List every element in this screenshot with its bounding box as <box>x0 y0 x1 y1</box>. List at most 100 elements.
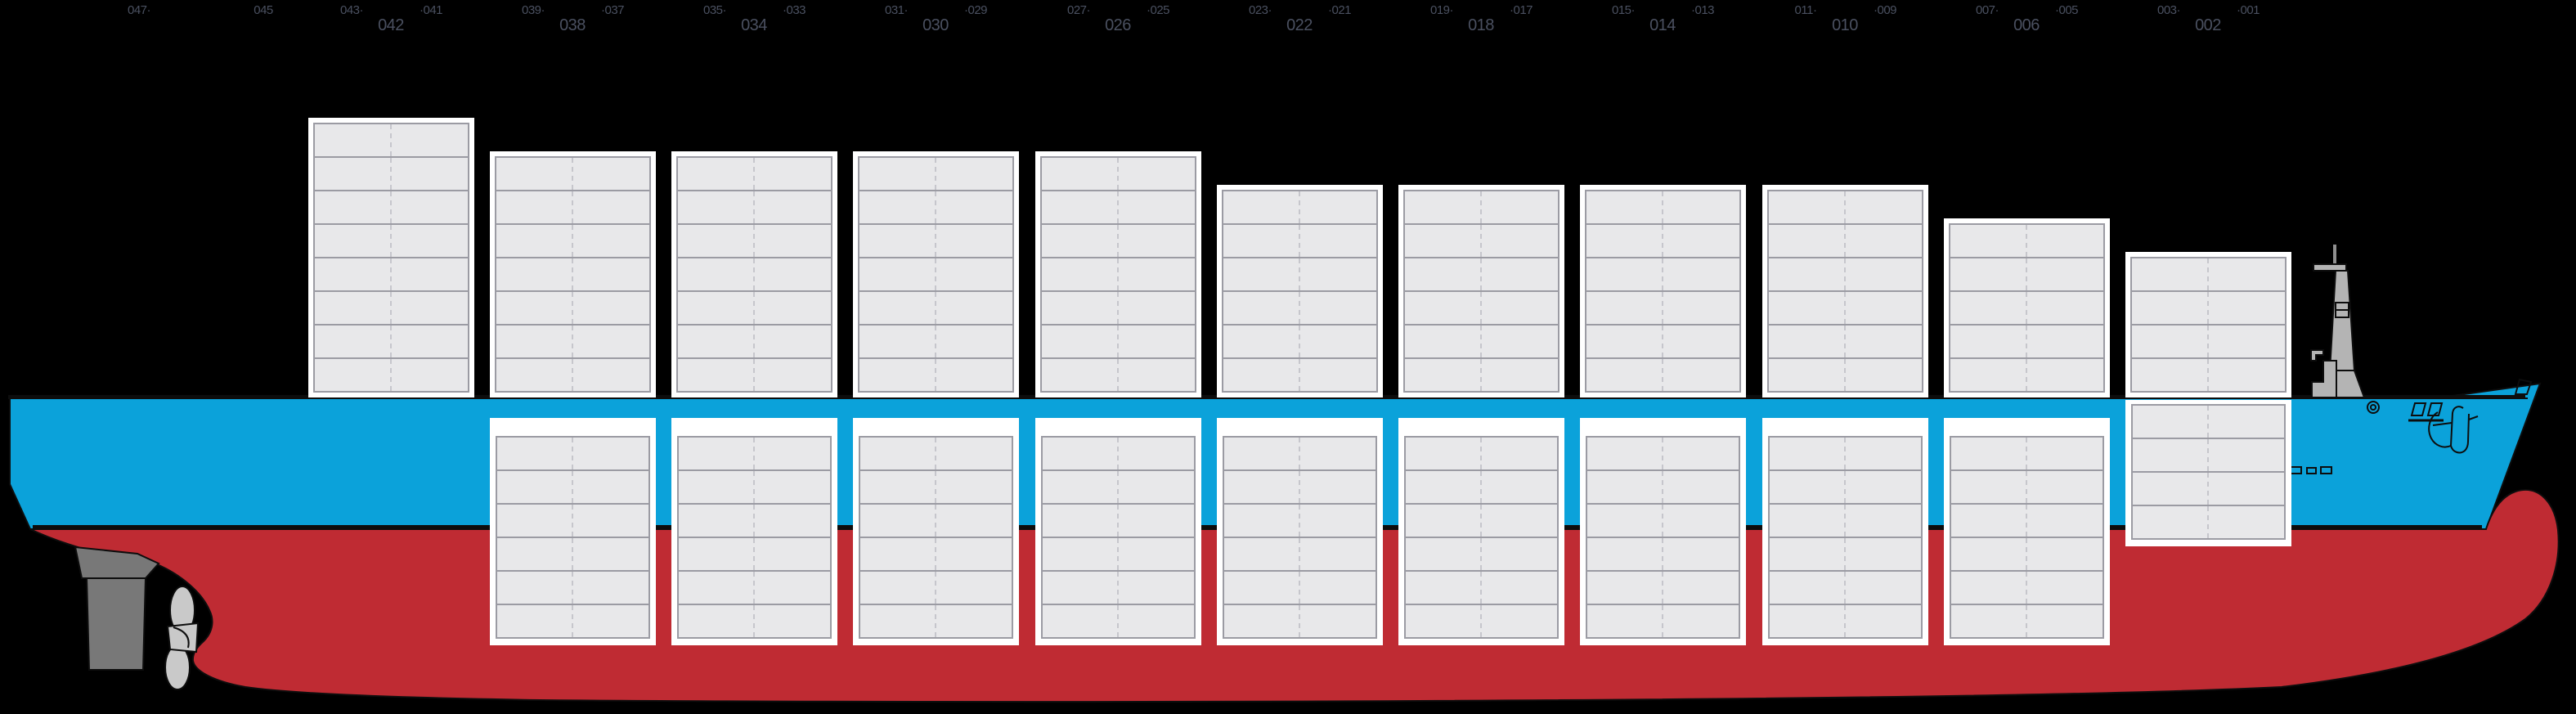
slot-bay-042-above-deck-fore[interactable] <box>390 326 468 357</box>
slot-bay-038-above-deck-aft[interactable] <box>496 258 572 290</box>
slot-bay-026-above-deck-fore[interactable] <box>1117 359 1195 391</box>
slot-bay-002-above-deck-fore[interactable] <box>2207 258 2285 290</box>
slot-bay-034-below-deck-aft[interactable] <box>678 572 753 604</box>
slot-bay-034-below-deck-aft[interactable] <box>678 471 753 503</box>
slot-bay-010-above-deck-aft[interactable] <box>1768 326 1844 357</box>
slot-bay-018-below-deck-fore[interactable] <box>1480 505 1557 537</box>
slot-bay-030-below-deck-fore[interactable] <box>935 471 1012 503</box>
slot-bay-034-below-deck-aft[interactable] <box>678 605 753 637</box>
slot-bay-030-above-deck-fore[interactable] <box>935 292 1012 324</box>
slot-bay-018-below-deck-aft[interactable] <box>1405 471 1480 503</box>
slot-bay-014-below-deck-fore[interactable] <box>1662 438 1739 469</box>
slot-bay-018-below-deck-fore[interactable] <box>1480 471 1557 503</box>
slot-bay-002-below-deck-fore[interactable] <box>2207 473 2284 505</box>
slot-bay-030-above-deck-aft[interactable] <box>859 191 935 223</box>
slot-bay-034-above-deck-aft[interactable] <box>677 258 753 290</box>
slot-bay-030-above-deck-aft[interactable] <box>859 359 935 391</box>
slot-bay-002-above-deck-aft[interactable] <box>2131 258 2207 290</box>
slot-bay-038-above-deck-fore[interactable] <box>572 359 649 391</box>
slot-bay-018-above-deck-aft[interactable] <box>1404 359 1480 391</box>
slot-bay-006-above-deck-aft[interactable] <box>1950 359 2026 391</box>
slot-bay-018-above-deck-fore[interactable] <box>1480 191 1558 223</box>
slot-bay-014-above-deck-aft[interactable] <box>1586 191 1662 223</box>
slot-bay-026-below-deck-aft[interactable] <box>1042 505 1117 537</box>
slot-bay-030-below-deck-aft[interactable] <box>859 471 935 503</box>
slot-bay-022-below-deck-fore[interactable] <box>1299 605 1376 637</box>
slot-bay-014-below-deck-aft[interactable] <box>1586 605 1662 637</box>
slot-bay-038-above-deck-fore[interactable] <box>572 258 649 290</box>
slot-bay-006-below-deck-fore[interactable] <box>2026 605 2103 637</box>
slot-bay-018-above-deck-aft[interactable] <box>1404 292 1480 324</box>
slot-bay-022-above-deck-aft[interactable] <box>1223 359 1299 391</box>
slot-bay-026-below-deck-fore[interactable] <box>1117 605 1194 637</box>
slot-bay-038-above-deck-fore[interactable] <box>572 326 649 357</box>
slot-bay-018-below-deck-aft[interactable] <box>1405 438 1480 469</box>
slot-bay-034-below-deck-fore[interactable] <box>753 605 830 637</box>
slot-bay-038-below-deck-fore[interactable] <box>572 471 648 503</box>
slot-bay-018-above-deck-fore[interactable] <box>1480 258 1558 290</box>
slot-bay-030-above-deck-fore[interactable] <box>935 225 1012 257</box>
slot-bay-018-below-deck-fore[interactable] <box>1480 605 1557 637</box>
slot-bay-030-below-deck-aft[interactable] <box>859 605 935 637</box>
slot-bay-014-above-deck-fore[interactable] <box>1662 292 1739 324</box>
slot-bay-010-above-deck-aft[interactable] <box>1768 225 1844 257</box>
slot-bay-006-above-deck-fore[interactable] <box>2026 326 2103 357</box>
slot-bay-014-below-deck-aft[interactable] <box>1586 438 1662 469</box>
slot-bay-022-above-deck-fore[interactable] <box>1299 359 1376 391</box>
slot-bay-042-above-deck-fore[interactable] <box>390 292 468 324</box>
slot-bay-042-above-deck-aft[interactable] <box>314 191 390 223</box>
slot-bay-026-above-deck-fore[interactable] <box>1117 225 1195 257</box>
slot-bay-018-above-deck-aft[interactable] <box>1404 225 1480 257</box>
slot-bay-038-below-deck-aft[interactable] <box>496 605 572 637</box>
slot-bay-022-above-deck-fore[interactable] <box>1299 292 1376 324</box>
slot-bay-022-above-deck-aft[interactable] <box>1223 326 1299 357</box>
slot-bay-030-above-deck-aft[interactable] <box>859 225 935 257</box>
slot-bay-014-below-deck-aft[interactable] <box>1586 572 1662 604</box>
slot-bay-010-above-deck-aft[interactable] <box>1768 191 1844 223</box>
slot-bay-018-below-deck-aft[interactable] <box>1405 605 1480 637</box>
slot-bay-010-below-deck-fore[interactable] <box>1844 605 1921 637</box>
slot-bay-030-above-deck-fore[interactable] <box>935 258 1012 290</box>
slot-bay-034-above-deck-aft[interactable] <box>677 359 753 391</box>
slot-bay-022-below-deck-fore[interactable] <box>1299 438 1376 469</box>
slot-bay-042-above-deck-aft[interactable] <box>314 158 390 190</box>
slot-bay-038-below-deck-fore[interactable] <box>572 538 648 570</box>
slot-bay-026-above-deck-fore[interactable] <box>1117 292 1195 324</box>
slot-bay-006-below-deck-aft[interactable] <box>1950 572 2026 604</box>
slot-bay-034-below-deck-fore[interactable] <box>753 505 830 537</box>
slot-bay-018-above-deck-aft[interactable] <box>1404 326 1480 357</box>
slot-bay-010-above-deck-fore[interactable] <box>1844 258 1922 290</box>
slot-bay-026-above-deck-fore[interactable] <box>1117 258 1195 290</box>
slot-bay-026-above-deck-aft[interactable] <box>1041 292 1117 324</box>
slot-bay-034-above-deck-aft[interactable] <box>677 158 753 190</box>
slot-bay-010-below-deck-fore[interactable] <box>1844 471 1921 503</box>
slot-bay-014-above-deck-fore[interactable] <box>1662 359 1739 391</box>
slot-bay-034-above-deck-fore[interactable] <box>753 158 831 190</box>
slot-bay-014-below-deck-fore[interactable] <box>1662 505 1739 537</box>
slot-bay-026-above-deck-aft[interactable] <box>1041 225 1117 257</box>
slot-bay-026-below-deck-aft[interactable] <box>1042 471 1117 503</box>
slot-bay-034-above-deck-aft[interactable] <box>677 191 753 223</box>
slot-bay-034-below-deck-fore[interactable] <box>753 572 830 604</box>
slot-bay-014-above-deck-aft[interactable] <box>1586 258 1662 290</box>
slot-bay-018-above-deck-fore[interactable] <box>1480 359 1558 391</box>
slot-bay-010-above-deck-fore[interactable] <box>1844 326 1922 357</box>
slot-bay-042-above-deck-aft[interactable] <box>314 292 390 324</box>
slot-bay-026-below-deck-aft[interactable] <box>1042 572 1117 604</box>
slot-bay-038-above-deck-fore[interactable] <box>572 292 649 324</box>
slot-bay-022-below-deck-aft[interactable] <box>1223 471 1299 503</box>
slot-bay-026-below-deck-aft[interactable] <box>1042 538 1117 570</box>
slot-bay-026-below-deck-aft[interactable] <box>1042 605 1117 637</box>
slot-bay-018-above-deck-aft[interactable] <box>1404 191 1480 223</box>
slot-bay-018-below-deck-aft[interactable] <box>1405 572 1480 604</box>
slot-bay-018-above-deck-aft[interactable] <box>1404 258 1480 290</box>
slot-bay-018-above-deck-fore[interactable] <box>1480 326 1558 357</box>
slot-bay-010-above-deck-fore[interactable] <box>1844 225 1922 257</box>
slot-bay-030-below-deck-fore[interactable] <box>935 538 1012 570</box>
slot-bay-034-above-deck-aft[interactable] <box>677 326 753 357</box>
slot-bay-002-above-deck-fore[interactable] <box>2207 292 2285 324</box>
slot-bay-034-below-deck-fore[interactable] <box>753 538 830 570</box>
slot-bay-026-above-deck-aft[interactable] <box>1041 359 1117 391</box>
slot-bay-022-above-deck-aft[interactable] <box>1223 191 1299 223</box>
slot-bay-034-above-deck-fore[interactable] <box>753 326 831 357</box>
